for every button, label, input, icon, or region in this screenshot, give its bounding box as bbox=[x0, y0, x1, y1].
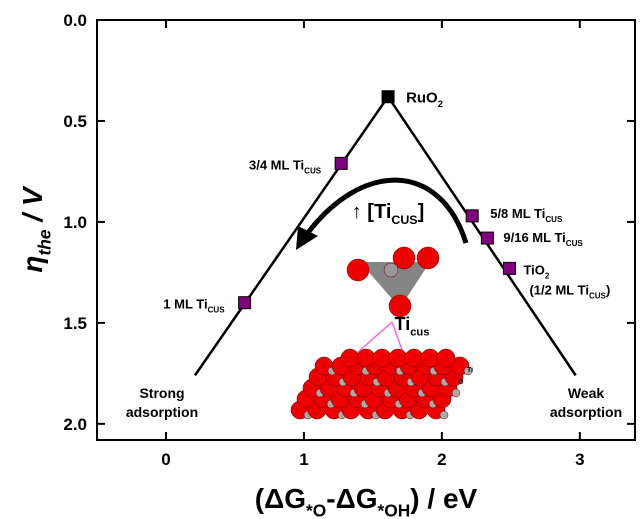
point-label: 1 ML TiCUS bbox=[163, 297, 225, 315]
annotation: adsorption bbox=[550, 404, 622, 420]
subscript: 2 bbox=[438, 99, 443, 109]
volcano-line bbox=[195, 97, 388, 376]
point bbox=[382, 91, 394, 103]
atom-ti bbox=[452, 389, 460, 397]
subscript: 2 bbox=[545, 271, 550, 280]
atom-o bbox=[421, 349, 439, 367]
subscript: the bbox=[34, 229, 54, 255]
point-label: 9/16 ML TiCUS bbox=[503, 230, 583, 248]
atom-o bbox=[437, 349, 455, 367]
subscript: *O bbox=[306, 500, 326, 519]
text-part: ] bbox=[418, 201, 425, 223]
atom-o bbox=[357, 349, 375, 367]
arrow-head bbox=[296, 226, 318, 250]
atom-o bbox=[417, 247, 439, 269]
text-part: (ΔG bbox=[255, 483, 306, 514]
point bbox=[466, 210, 478, 222]
atom-o bbox=[405, 349, 423, 367]
point-label: 5/8 ML TiCUS bbox=[490, 206, 563, 224]
x-axis-title: (ΔG*O-ΔG*OH) / eV bbox=[255, 483, 478, 519]
annotation: Ticus bbox=[395, 314, 430, 338]
text-part: (1/2 ML Ti bbox=[529, 282, 588, 297]
subscript: CUS bbox=[566, 239, 584, 248]
x-tick-label: 1 bbox=[299, 450, 308, 469]
atom-o bbox=[341, 349, 359, 367]
x-tick-label: 3 bbox=[575, 450, 584, 469]
atom-o bbox=[373, 349, 391, 367]
atom-o bbox=[389, 349, 407, 367]
y-tick-label: 0.5 bbox=[63, 112, 87, 131]
x-tick-label: 0 bbox=[161, 450, 170, 469]
point-label: 3/4 ML TiCUS bbox=[249, 157, 322, 175]
chart: 0 1 2 3 0.0 0.5 1.0 1.5 2.0 (ΔG*O-ΔG*OH) / eV ηthe… bbox=[0, 0, 640, 519]
text-part: 3/4 ML Ti bbox=[249, 157, 304, 172]
y-tick-label: 1.0 bbox=[63, 213, 87, 232]
y-axis-title: ηthe / V bbox=[17, 185, 54, 272]
text-part: RuO bbox=[406, 90, 438, 107]
point bbox=[335, 157, 347, 169]
subscript: CUS bbox=[589, 291, 607, 300]
text-part: η bbox=[17, 255, 48, 272]
subscript: *OH bbox=[378, 500, 411, 519]
text-part: 9/16 ML Ti bbox=[503, 230, 565, 245]
text-part: Ti bbox=[395, 314, 411, 334]
y-tick-label: 0.0 bbox=[63, 11, 87, 30]
y-tick-label: 2.0 bbox=[63, 415, 87, 434]
annotation: ↑ [TiCUS] bbox=[352, 201, 424, 227]
text-part: 5/8 ML Ti bbox=[490, 206, 545, 221]
point bbox=[239, 297, 251, 309]
atom-ti bbox=[440, 411, 448, 419]
x-tick-label: 2 bbox=[437, 450, 446, 469]
annotation: Strong bbox=[139, 385, 184, 401]
annotation: adsorption bbox=[126, 404, 198, 420]
point bbox=[481, 232, 493, 244]
slab-label: O bbox=[458, 379, 464, 386]
text-part: ) / eV bbox=[410, 483, 477, 514]
atom-o bbox=[347, 259, 369, 281]
atom-ti bbox=[384, 263, 398, 277]
subscript: CUS bbox=[391, 213, 417, 227]
text-part: TiO bbox=[523, 262, 544, 277]
text-part: ↑ [Ti bbox=[352, 201, 392, 223]
text-part: 1 ML Ti bbox=[163, 297, 207, 312]
subscript: CUS bbox=[208, 306, 226, 315]
text-part: -ΔG bbox=[326, 483, 377, 514]
point-label: (1/2 ML TiCUS) bbox=[529, 282, 610, 300]
point-label: TiO2 bbox=[523, 262, 549, 280]
annotation: Weak bbox=[568, 385, 605, 401]
subscript: CUS bbox=[304, 166, 322, 175]
subscript: CUS bbox=[545, 215, 563, 224]
point bbox=[503, 262, 515, 274]
slab-label: Ti bbox=[467, 367, 473, 374]
subscript: cus bbox=[410, 326, 429, 338]
text-part: / V bbox=[17, 185, 48, 229]
point-label: RuO2 bbox=[406, 90, 443, 110]
y-tick-label: 1.5 bbox=[63, 314, 87, 333]
text-part: ) bbox=[606, 282, 610, 297]
